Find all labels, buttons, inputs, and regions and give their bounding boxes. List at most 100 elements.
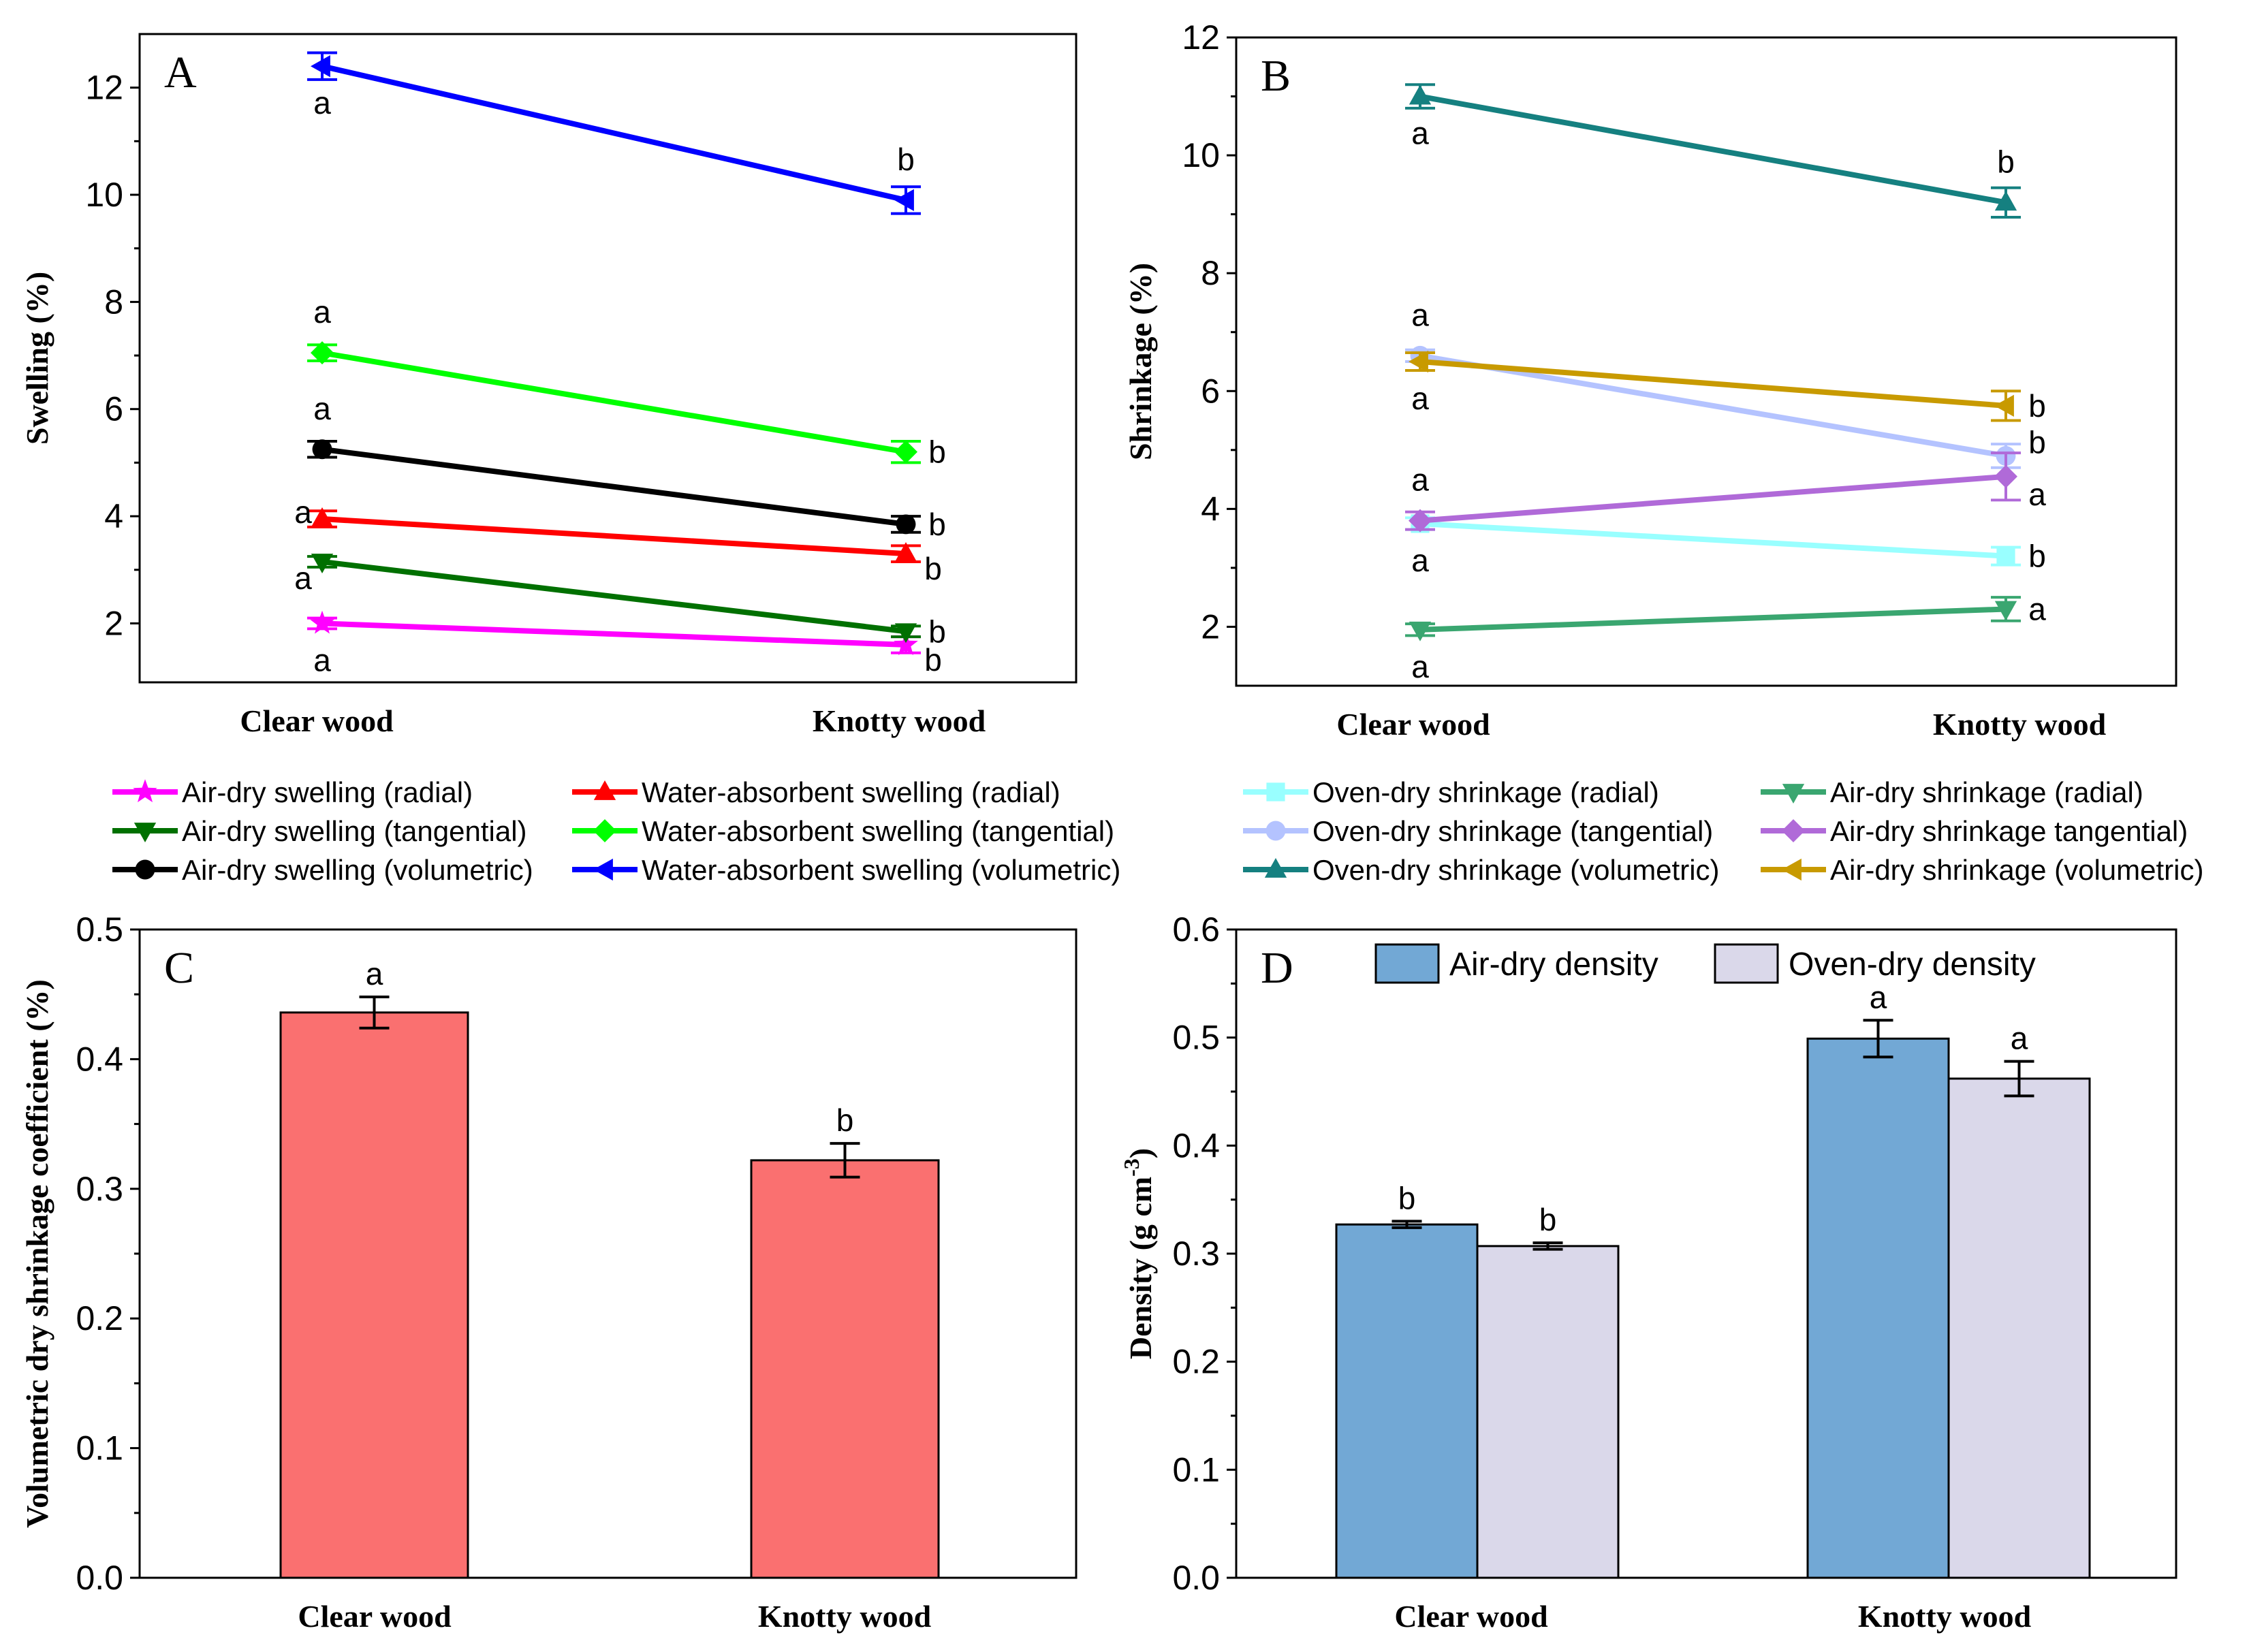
- series-line: [1419, 93, 2007, 206]
- panel-b-legend-item-oven-dry-shrinkage-tangential: Oven-dry shrinkage (tangential): [1243, 815, 1713, 847]
- panel-a-y-tick-label: 12: [85, 69, 123, 107]
- panel-d-category-label: Knotty wood: [1858, 1599, 2032, 1634]
- panel-a-series-air-dry-swelling-tangential: ab: [294, 554, 946, 649]
- series-line: [321, 620, 907, 648]
- series-line: [321, 559, 907, 635]
- legend-swatch-marker: [1264, 858, 1287, 878]
- data-point: [312, 439, 332, 460]
- legend-swatch-marker: [593, 780, 616, 800]
- panel-d-y-tick-label: 0.6: [1172, 910, 1220, 949]
- legend-swatch-marker: [593, 858, 613, 881]
- data-point: [311, 55, 330, 78]
- panel-c-category-label: Knotty wood: [758, 1599, 932, 1634]
- panel-c-y-tick-label: 0.0: [76, 1559, 123, 1597]
- legend-label: Air-dry swelling (tangential): [182, 815, 527, 847]
- panel-b-legend-item-air-dry-shrinkage-radial: Air-dry shrinkage (radial): [1761, 776, 2143, 808]
- data-point: [1409, 621, 1432, 641]
- significance-letter: b: [1398, 1180, 1416, 1216]
- data-point: [894, 542, 917, 562]
- significance-letter: b: [2028, 539, 2046, 574]
- bar: [1476, 1245, 1620, 1579]
- legend-swatch-marker: [133, 823, 157, 842]
- data-point: [311, 507, 334, 527]
- panel-a-series-air-dry-swelling-volumetric: ab: [307, 391, 946, 542]
- significance-letter: a: [2011, 1021, 2028, 1056]
- significance-letter: a: [2028, 591, 2046, 626]
- significance-letter: a: [313, 294, 331, 330]
- panel-d-letter: D: [1261, 943, 1293, 993]
- significance-letter: b: [2028, 424, 2046, 460]
- significance-letter: a: [1870, 979, 1887, 1015]
- panel-c-letter: C: [164, 943, 194, 993]
- panel-b-series-air-dry-shrinkage-radial: aa: [1405, 591, 2046, 684]
- panel-b-letter: B: [1261, 51, 1291, 101]
- legend-swatch-marker: [135, 859, 155, 880]
- bar: [1806, 1037, 1950, 1579]
- panel-a-y-tick-label: 8: [104, 283, 123, 321]
- data-point: [894, 189, 914, 212]
- panel-a-series-water-absorbent-swelling-volumetric: ab: [307, 51, 921, 215]
- panel-b-shrinkage-chart: 2 4 6 8 10 12 B Clear wood Knotty wood Shrinkage …: [1123, 18, 2177, 742]
- data-point: [896, 514, 916, 535]
- panel-c-y-tick-label: 0.5: [76, 910, 123, 949]
- series-line: [1419, 606, 2007, 633]
- panel-d-y-tick-label: 0.2: [1172, 1343, 1220, 1381]
- legend-swatch-marker: [1265, 821, 1286, 841]
- legend-swelling-shrinkage: Air-dry swelling (radial) Air-dry swellin…: [112, 776, 2203, 886]
- significance-letter: a: [1411, 543, 1429, 578]
- significance-letter: a: [313, 642, 331, 678]
- panel-b-legend-item-oven-dry-shrinkage-radial: Oven-dry shrinkage (radial): [1243, 776, 1659, 808]
- legend-label: Air-dry swelling (radial): [182, 776, 473, 808]
- significance-letter: b: [928, 434, 946, 470]
- panel-a-series-water-absorbent-swelling-tangential: ab: [307, 294, 946, 470]
- panel-b-category-label: Knotty wood: [1933, 707, 2107, 742]
- significance-letter: a: [366, 956, 383, 991]
- panel-a-plot-frame: [138, 33, 1078, 684]
- significance-letter: a: [313, 391, 331, 426]
- legend-swatch-marker: [1782, 858, 1802, 881]
- panel-d-legend: Air-dry density Oven-dry density: [1374, 943, 2036, 984]
- panel-d-y-tick-label: 0.3: [1172, 1235, 1220, 1273]
- data-point: [894, 440, 917, 464]
- bar: [279, 1011, 469, 1579]
- data-point: [1409, 84, 1432, 105]
- legend-swatch-marker: [133, 779, 157, 803]
- legend-label: Water-absorbent swelling (volumetric): [642, 854, 1120, 886]
- data-point: [311, 341, 334, 365]
- significance-letter: a: [1411, 116, 1429, 151]
- panel-b-legend-item-air-dry-shrinkage-volumetric: Air-dry shrinkage (volumetric): [1761, 854, 2203, 886]
- legend-swatch: [1374, 943, 1440, 984]
- series-line: [1419, 359, 2007, 409]
- panel-c-volumetric-coefficient-chart: 0.0 0.1 0.2 0.3 0.4 0.5 C Clear wood Knotty wood…: [20, 910, 1078, 1634]
- bar: [1335, 1223, 1479, 1579]
- panel-a-y-tick-label: 10: [85, 176, 123, 214]
- data-point: [1994, 601, 2017, 621]
- panel-d-legend-item-air-dry-density: Air-dry density: [1374, 943, 1658, 984]
- panel-d-density-chart: 0.0 0.1 0.2 0.3 0.4 0.5 0.6 D Clear wood Knotty w…: [1119, 910, 2177, 1634]
- legend-label: Oven-dry shrinkage (tangential): [1312, 815, 1713, 847]
- bar: [750, 1159, 940, 1579]
- legend-label: Oven-dry shrinkage (volumetric): [1312, 854, 1720, 886]
- panel-c-y-axis-title: Volumetric dry shrinkage coefficient (%): [20, 979, 54, 1528]
- panel-b-y-tick-label: 12: [1182, 18, 1220, 57]
- legend-swatch-marker: [1782, 819, 1805, 842]
- panel-d-series-oven-dry-density: ba: [1476, 1021, 2091, 1579]
- legend-swatch-marker: [1782, 784, 1805, 804]
- panel-a-y-tick-label: 6: [104, 390, 123, 428]
- series-line: [321, 446, 907, 527]
- panel-b-y-axis-title: Shrinkage (%): [1123, 263, 1158, 460]
- panel-c-y-tick-label: 0.1: [76, 1429, 123, 1467]
- data-point: [1996, 547, 2015, 566]
- legend-label: Air-dry swelling (volumetric): [182, 854, 533, 886]
- significance-letter: b: [928, 614, 946, 649]
- data-point: [311, 554, 334, 573]
- panel-a-y-axis-title: Swelling (%): [20, 272, 54, 445]
- panel-b-y-tick-label: 4: [1201, 490, 1220, 528]
- significance-letter: a: [2028, 477, 2046, 512]
- panel-b-legend-item-air-dry-shrinkage-tangential: Air-dry shrinkage tangential): [1761, 815, 2188, 847]
- panel-c-y-tick-label: 0.3: [76, 1170, 123, 1208]
- panel-b-y-tick-label: 8: [1201, 254, 1220, 292]
